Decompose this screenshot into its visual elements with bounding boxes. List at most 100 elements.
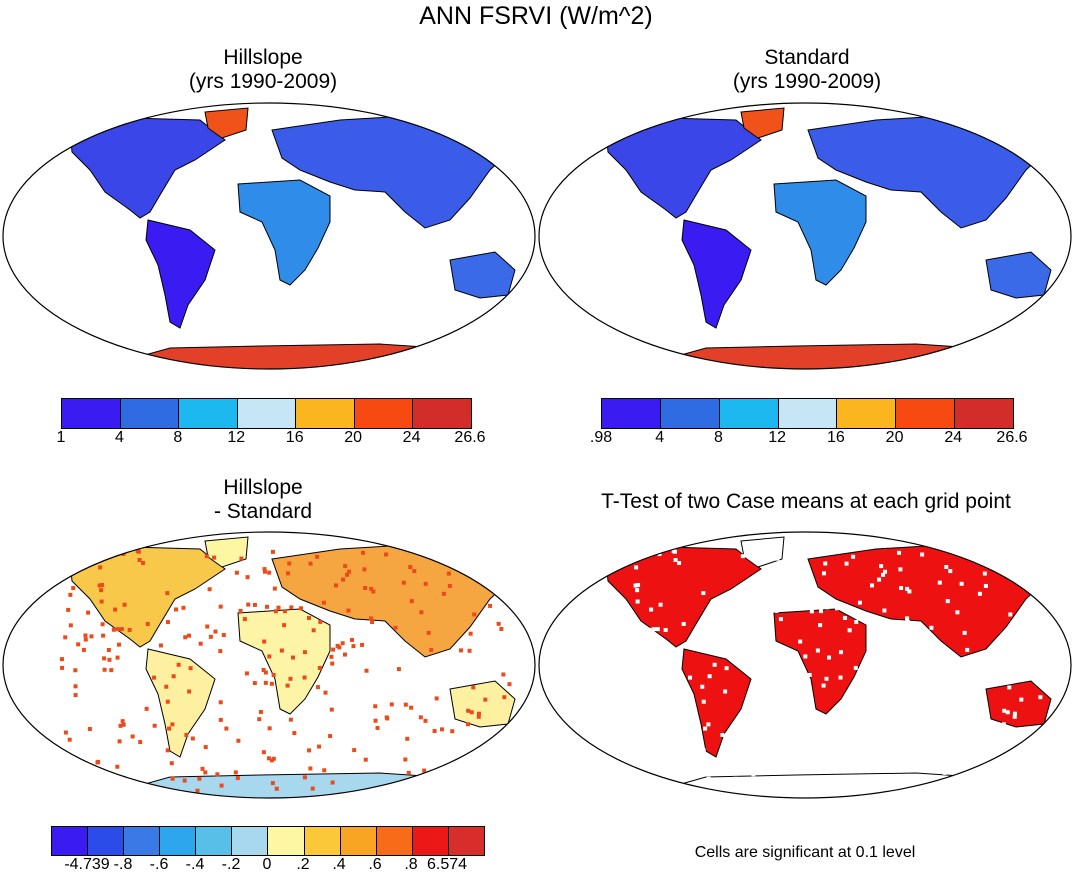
map-grid-cell (167, 726, 172, 731)
map-grid-cell (824, 717, 829, 722)
map-grid-cell (291, 655, 296, 660)
map-grid-cell (422, 768, 427, 773)
map-grid-cell (87, 726, 92, 731)
map-grid-cell (343, 652, 348, 657)
map-grid-cell (262, 567, 267, 572)
map-grid-cell (603, 737, 608, 742)
map-grid-cell (706, 722, 711, 727)
map-grid-cell (467, 776, 472, 781)
map-grid-cell (653, 739, 658, 744)
map-grid-cell (1035, 594, 1040, 599)
land-southAmerica (145, 219, 216, 329)
map-grid-cell (726, 736, 731, 741)
map-grid-cell (968, 729, 973, 734)
map-grid-cell (654, 723, 659, 728)
map-grid-cell (263, 680, 268, 685)
map-grid-cell (652, 627, 657, 632)
map-grid-cell (242, 617, 247, 622)
map-grid-cell (136, 549, 141, 554)
map-grid-cell (322, 768, 327, 773)
map-grid-cell (674, 785, 679, 790)
map-grid-cell (619, 637, 624, 642)
colorbar-standard (601, 398, 1014, 429)
map-grid-cell (176, 662, 181, 667)
map-grid-cell (672, 549, 677, 554)
map-grid-cell (1012, 714, 1017, 719)
map-grid-cell (393, 625, 398, 630)
map-grid-cell (806, 549, 811, 554)
map-grid-cell (809, 609, 814, 614)
map-grid-cell (655, 627, 660, 632)
map-grid-cell (169, 761, 174, 766)
map-grid-cell (188, 666, 193, 671)
map-grid-cell (345, 572, 350, 577)
map-grid-cell (645, 668, 650, 673)
map-grid-cell (109, 668, 114, 673)
map-grid-cell (450, 729, 455, 734)
map-grid-cell (252, 602, 257, 607)
map-grid-cell (666, 734, 671, 739)
map-grid-cell (200, 766, 205, 771)
land-northAmerica (69, 117, 226, 219)
map-grid-cell (858, 768, 863, 773)
map-grid-cell (797, 750, 802, 755)
map-grid-cell (83, 637, 88, 642)
colorbar-difference (51, 826, 485, 856)
map-grid-cell (948, 569, 953, 574)
map-grid-cell (920, 715, 925, 720)
map-grid-cell (1003, 648, 1008, 653)
panel-title-ttest: T-Test of two Case means at each grid po… (601, 490, 1011, 513)
map-grid-cell (152, 723, 157, 728)
colorbar-segment (719, 399, 779, 428)
map-grid-cell (770, 570, 775, 575)
map-grid-cell (215, 772, 220, 777)
map-grid-cell (329, 707, 334, 712)
map-grid-cell (271, 756, 276, 761)
map-grid-cell (76, 642, 81, 647)
map-grid-cell (977, 785, 982, 790)
map-grid-cell (983, 583, 988, 588)
map-grid-cell (635, 599, 640, 604)
colorbar-tick-label: 8 (713, 429, 723, 446)
map-grid-cell (212, 555, 217, 560)
map-grid-cell (261, 750, 266, 755)
map-grid-cell (798, 567, 803, 572)
map-grid-cell (771, 776, 776, 781)
map-grid-cell (113, 607, 118, 612)
map-grid-cell (504, 740, 509, 745)
map-grid-cell (364, 668, 369, 673)
colorbar-segment (412, 827, 449, 855)
colorbar-segment (602, 399, 661, 428)
map-grid-cell (838, 650, 843, 655)
map-grid-cell (774, 608, 779, 613)
colorbar-labels-difference: -4.739 -.8 -.6 -.4 -.2 0 .2 .4 .6 .8 6.574 (51, 856, 485, 876)
colorbar-segment (296, 399, 355, 428)
map-grid-cell (703, 726, 708, 731)
map-grid-cell (882, 608, 887, 613)
map-grid-cell (207, 587, 212, 592)
map-grid-cell (772, 738, 777, 743)
map-grid-cell (66, 554, 71, 559)
map-grid-cell (83, 633, 88, 638)
map-grid-cell (760, 726, 765, 731)
map-grid-cell (107, 657, 112, 662)
map-grid-cell (1008, 612, 1013, 617)
map-grid-cell (190, 736, 195, 741)
map-grid-cell (270, 549, 275, 554)
map-grid-cell (467, 648, 472, 653)
map-grid-cell (788, 681, 793, 686)
map-grid-cell (471, 685, 476, 690)
map-grid-cell (170, 776, 175, 781)
map-grid-cell (1005, 710, 1010, 715)
map-border (2, 102, 536, 370)
panel-subtitle-line: - Standard (213, 500, 313, 523)
map-grid-cell (287, 561, 292, 566)
map-grid-cell (423, 581, 428, 586)
map-grid-cell (806, 781, 811, 786)
map-grid-cell (688, 675, 693, 680)
map-grid-cell (203, 745, 208, 750)
map-grid-cell (733, 776, 738, 781)
map-grid-cell (116, 642, 121, 647)
map-grid-cell (318, 619, 323, 624)
map-grid-cell (120, 719, 125, 724)
